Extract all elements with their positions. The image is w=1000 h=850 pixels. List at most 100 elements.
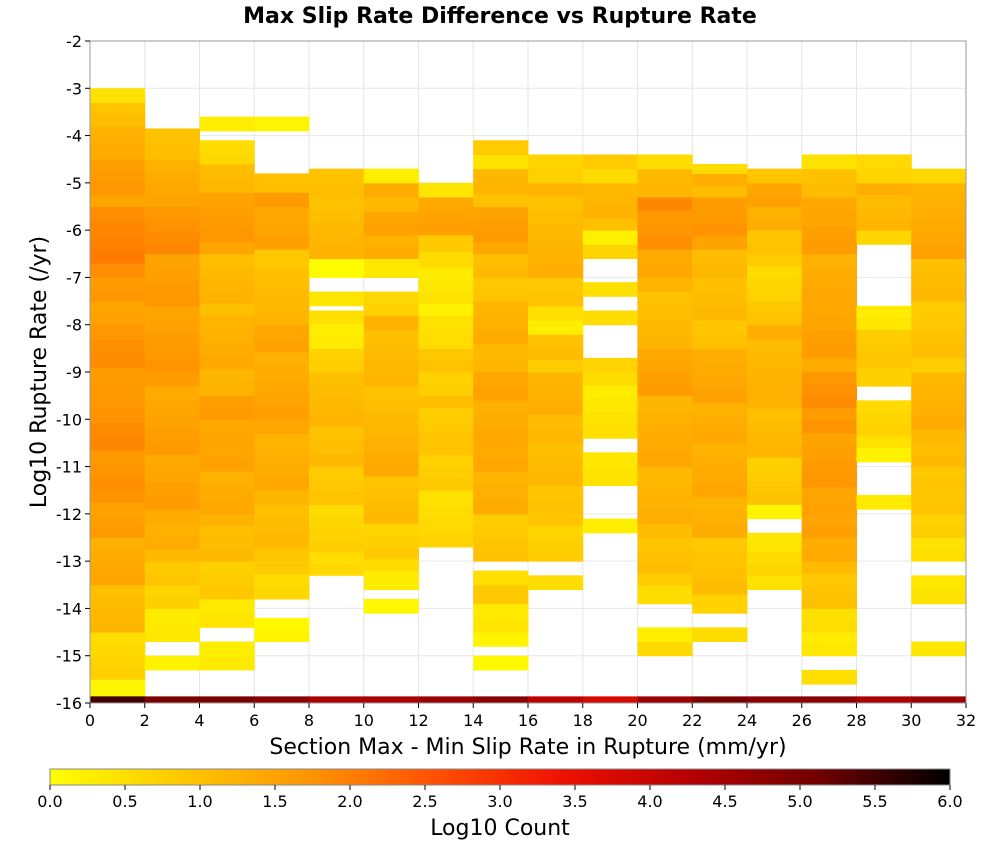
- heatmap-cell: [473, 471, 529, 486]
- heatmap-cell: [582, 282, 638, 297]
- heatmap-cell: [473, 386, 529, 401]
- heatmap-cell: [363, 499, 419, 512]
- heatmap-cell: [144, 372, 200, 387]
- heatmap-cell: [473, 329, 529, 345]
- heatmap-cell: [144, 495, 200, 511]
- heatmap-cell: [692, 361, 748, 376]
- heatmap-cell: [801, 669, 857, 685]
- heatmap-cell: [199, 549, 255, 562]
- y-axis-ticks: -16 -15 -14 -13 -12 -11 -10 -9 -8 -7 -6 -5 -4 -3 -2: [56, 32, 90, 713]
- heatmap-cell: [473, 289, 529, 302]
- heatmap-cell: [309, 479, 365, 493]
- heatmap-cell-bottom: [199, 696, 255, 703]
- heatmap-cell: [528, 372, 584, 387]
- heatmap-cell: [692, 197, 748, 211]
- heatmap-cell: [747, 230, 803, 243]
- heatmap-cell: [473, 428, 529, 444]
- heatmap-cell: [254, 116, 310, 132]
- heatmap-cell: [309, 385, 365, 400]
- x-tick-label: 4: [194, 711, 204, 730]
- heatmap-cell: [199, 302, 255, 316]
- heatmap-cell: [856, 412, 912, 425]
- heatmap-cell-bottom: [911, 696, 967, 703]
- colorbar-tick-label: 6.0: [937, 792, 962, 811]
- heatmap-cell: [801, 357, 857, 373]
- heatmap-cell: [528, 457, 584, 472]
- heatmap-cell: [90, 679, 146, 697]
- heatmap-cell: [747, 324, 803, 340]
- heatmap-cell: [637, 627, 693, 643]
- heatmap-cell: [418, 466, 474, 479]
- heatmap-cell: [692, 210, 748, 224]
- x-tick-label: 10: [354, 711, 374, 730]
- heatmap-cell: [528, 196, 584, 210]
- heatmap-cell: [582, 398, 638, 413]
- heatmap-cell: [856, 494, 912, 510]
- heatmap-cell: [911, 414, 967, 430]
- heatmap-cell: [637, 584, 693, 605]
- heatmap-cell: [144, 345, 200, 360]
- heatmap-cell: [254, 573, 310, 587]
- heatmap-cell: [199, 641, 255, 657]
- heatmap-cell: [801, 446, 857, 461]
- heatmap-cell: [309, 323, 365, 337]
- heatmap-cell-bottom: [801, 696, 857, 703]
- heatmap-cell-bottom: [473, 696, 529, 703]
- heatmap-cell: [801, 372, 857, 385]
- heatmap-cell: [582, 452, 638, 470]
- heatmap-cell: [144, 306, 200, 320]
- heatmap-cell: [254, 419, 310, 434]
- heatmap-cell: [309, 504, 365, 517]
- heatmap-cell: [801, 197, 857, 212]
- heatmap-cell: [528, 334, 584, 348]
- heatmap-cell: [747, 407, 803, 421]
- heatmap-cell: [309, 310, 365, 324]
- heatmap-cell: [637, 319, 693, 335]
- heatmap-cell: [363, 343, 419, 359]
- heatmap-cell: [90, 220, 146, 236]
- heatmap-cell: [363, 598, 419, 614]
- heatmap-cell: [418, 360, 474, 373]
- heatmap-cell: [582, 357, 638, 373]
- heatmap-cell: [254, 310, 310, 326]
- heatmap-cell: [144, 385, 200, 401]
- colorbar-tick-label: 1.5: [262, 792, 287, 811]
- heatmap-cell: [309, 491, 365, 505]
- heatmap-cell: [363, 315, 419, 330]
- heatmap-cell: [144, 509, 200, 524]
- heatmap-cell: [528, 249, 584, 264]
- heatmap-cell: [363, 463, 419, 477]
- heatmap-cell: [199, 278, 255, 292]
- heatmap-cell: [254, 365, 310, 380]
- heatmap-cell: [473, 537, 529, 550]
- heatmap-cell: [144, 194, 200, 207]
- heatmap-cell: [911, 329, 967, 345]
- x-axis-label: Section Max - Min Slip Rate in Rupture (…: [269, 735, 786, 760]
- y-tick-label: -5: [66, 174, 82, 193]
- heatmap-cell: [363, 372, 419, 386]
- heatmap-cell: [801, 584, 857, 598]
- heatmap-cell: [911, 219, 967, 234]
- heatmap-cell: [692, 594, 748, 614]
- chart-title: Max Slip Rate Difference vs Rupture Rate: [243, 4, 757, 29]
- heatmap-cell: [692, 334, 748, 349]
- heatmap-cell: [692, 580, 748, 595]
- heatmap-cell: [254, 220, 310, 236]
- heatmap-cell: [637, 291, 693, 307]
- y-tick-label: -10: [56, 410, 82, 429]
- heatmap-cell: [90, 632, 146, 645]
- heatmap-cell: [90, 409, 146, 424]
- heatmap-cell: [473, 343, 529, 359]
- heatmap-cell: [528, 154, 584, 170]
- heatmap-cell: [199, 573, 255, 587]
- heatmap-cell: [747, 338, 803, 354]
- heatmap-cell: [747, 468, 803, 482]
- heatmap-cell: [144, 128, 200, 145]
- heatmap-cell: [801, 459, 857, 474]
- heatmap-cell: [309, 516, 365, 529]
- heatmap-cell: [90, 312, 146, 326]
- heatmap-cell: [254, 392, 310, 407]
- heatmap-cell: [801, 277, 857, 290]
- heatmap-cell: [637, 509, 693, 524]
- heatmap-cell: [473, 230, 529, 243]
